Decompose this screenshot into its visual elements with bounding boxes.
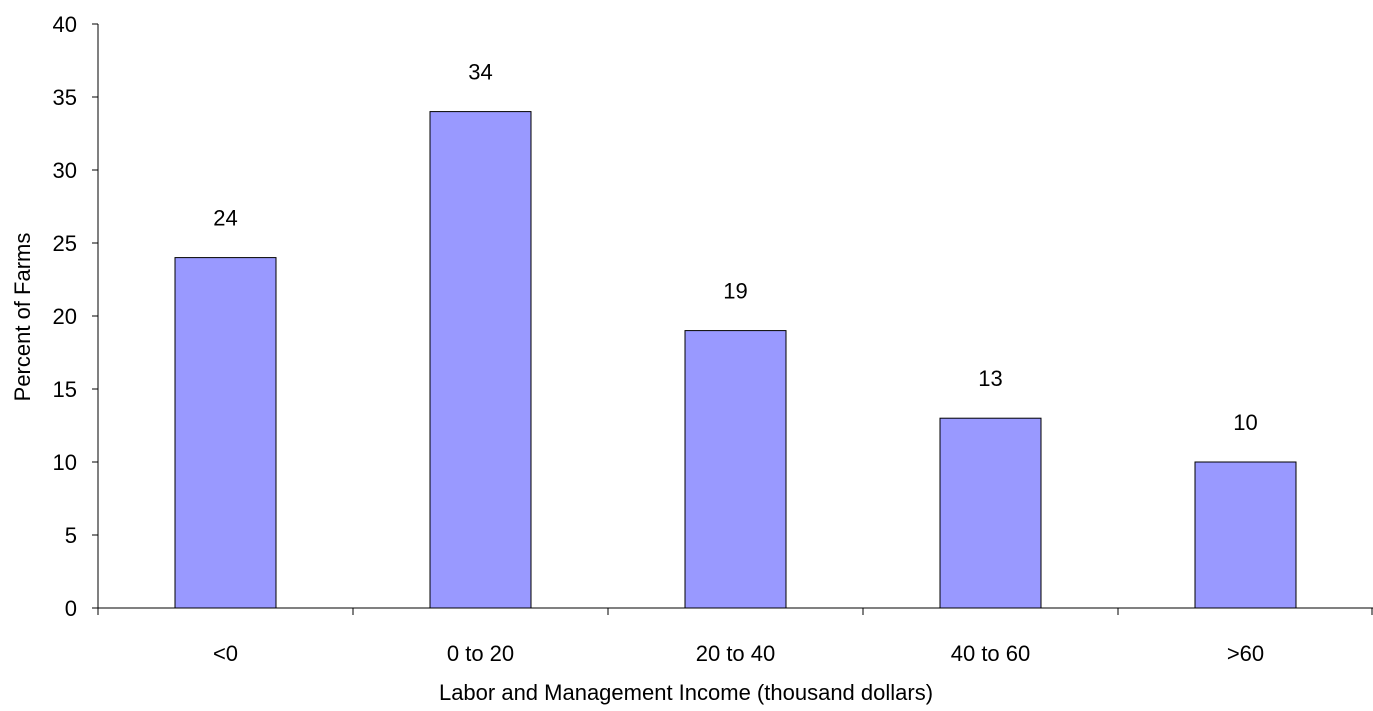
y-axis: 0 5 10 15 20 25 30 35 40 [53, 12, 99, 621]
x-tick-label: >60 [1227, 641, 1264, 666]
bar-data-label: 19 [723, 279, 747, 304]
y-tick-label: 20 [53, 304, 77, 329]
x-tick-label: 20 to 40 [696, 641, 776, 666]
y-tick-label: 15 [53, 377, 77, 402]
y-tick-label: 0 [65, 596, 77, 621]
y-tick-label: 30 [53, 158, 77, 183]
y-tick-label: 25 [53, 231, 77, 256]
bar-2 [429, 111, 532, 609]
bar-5 [1194, 461, 1297, 609]
bar-data-label: 24 [213, 206, 237, 231]
x-tick-label: 40 to 60 [951, 641, 1031, 666]
y-axis-title: Percent of Farms [10, 233, 35, 402]
bar-3 [684, 330, 787, 609]
x-axis: <0 0 to 20 20 to 40 40 to 60 >60 [97, 607, 1373, 666]
bar-data-label: 13 [978, 366, 1002, 391]
data-labels: 24 34 19 13 10 [213, 60, 1257, 435]
x-tick-label: <0 [213, 641, 238, 666]
y-tick-label: 10 [53, 450, 77, 475]
y-tick-label: 35 [53, 85, 77, 110]
bar-1 [174, 257, 277, 609]
bar-data-label: 34 [468, 60, 492, 85]
bars [174, 111, 1297, 609]
bar-data-label: 10 [1233, 410, 1257, 435]
x-tick-label: 0 to 20 [447, 641, 514, 666]
y-tick-label: 5 [65, 523, 77, 548]
bar-4 [939, 417, 1042, 609]
y-tick-label: 40 [53, 12, 77, 37]
x-axis-title: Labor and Management Income (thousand do… [439, 680, 933, 705]
